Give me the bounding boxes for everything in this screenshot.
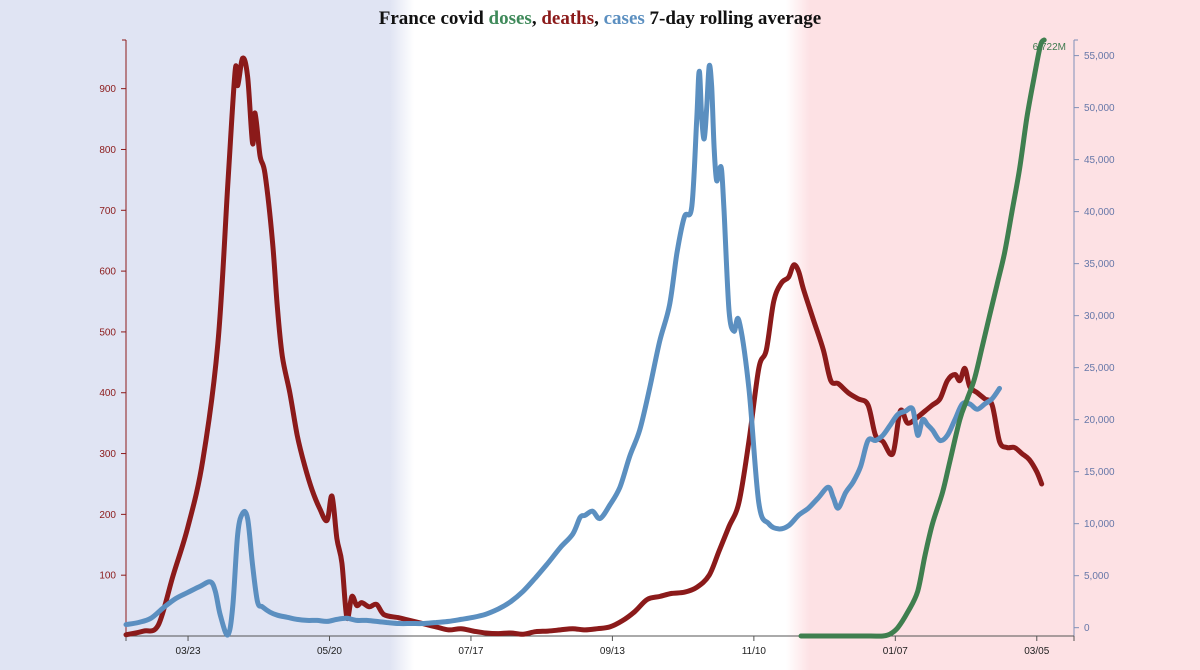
right-tick-label: 15,000: [1084, 467, 1115, 478]
left-tick-label: 900: [99, 84, 116, 95]
x-tick-label: 03/23: [176, 646, 201, 657]
series-line-deaths: [123, 55, 1045, 638]
left-tick-label: 400: [99, 388, 116, 399]
right-tick-label: 40,000: [1084, 207, 1115, 218]
x-tick-label: 11/10: [742, 646, 767, 657]
chart-title: France covid doses, deaths, cases 7-day …: [0, 8, 1200, 30]
x-tick-label: 01/07: [883, 646, 908, 657]
left-tick-label: 200: [99, 510, 116, 521]
left-tick-label: 500: [99, 327, 116, 338]
x-tick-label: 03/05: [1024, 646, 1049, 657]
x-tick-label: 07/17: [458, 646, 483, 657]
right-tick-label: 5,000: [1084, 571, 1109, 582]
right-tick-label: 50,000: [1084, 103, 1115, 114]
doses-peak-label: 6.722M: [1033, 42, 1066, 53]
x-tick-label: 09/13: [600, 646, 625, 657]
title-prefix: France covid: [378, 8, 489, 29]
series-line-cases: [123, 62, 1002, 638]
right-tick-label: 45,000: [1084, 155, 1115, 166]
title-sep-2: ,: [594, 8, 604, 29]
right-tick-label: 20,000: [1084, 415, 1115, 426]
title-suffix: 7-day rolling average: [644, 8, 822, 29]
title-sep-1: ,: [531, 8, 542, 29]
left-tick-label: 700: [99, 206, 116, 217]
right-tick-label: 10,000: [1084, 519, 1115, 530]
right-tick-label: 30,000: [1084, 311, 1115, 322]
left-tick-label: 800: [99, 145, 116, 156]
title-deaths: deaths: [541, 8, 595, 29]
left-tick-label: 300: [99, 449, 116, 460]
left-tick-label: 100: [99, 571, 116, 582]
series-line-doses: [798, 37, 1047, 639]
right-tick-label: 35,000: [1084, 259, 1115, 270]
right-tick-label: 25,000: [1084, 363, 1115, 374]
x-tick-label: 05/20: [317, 646, 342, 657]
right-tick-label: 0: [1084, 623, 1090, 634]
title-cases: cases: [603, 8, 645, 29]
left-tick-label: 600: [99, 267, 116, 278]
title-doses: doses: [488, 8, 532, 29]
right-tick-label: 55,000: [1084, 51, 1115, 62]
